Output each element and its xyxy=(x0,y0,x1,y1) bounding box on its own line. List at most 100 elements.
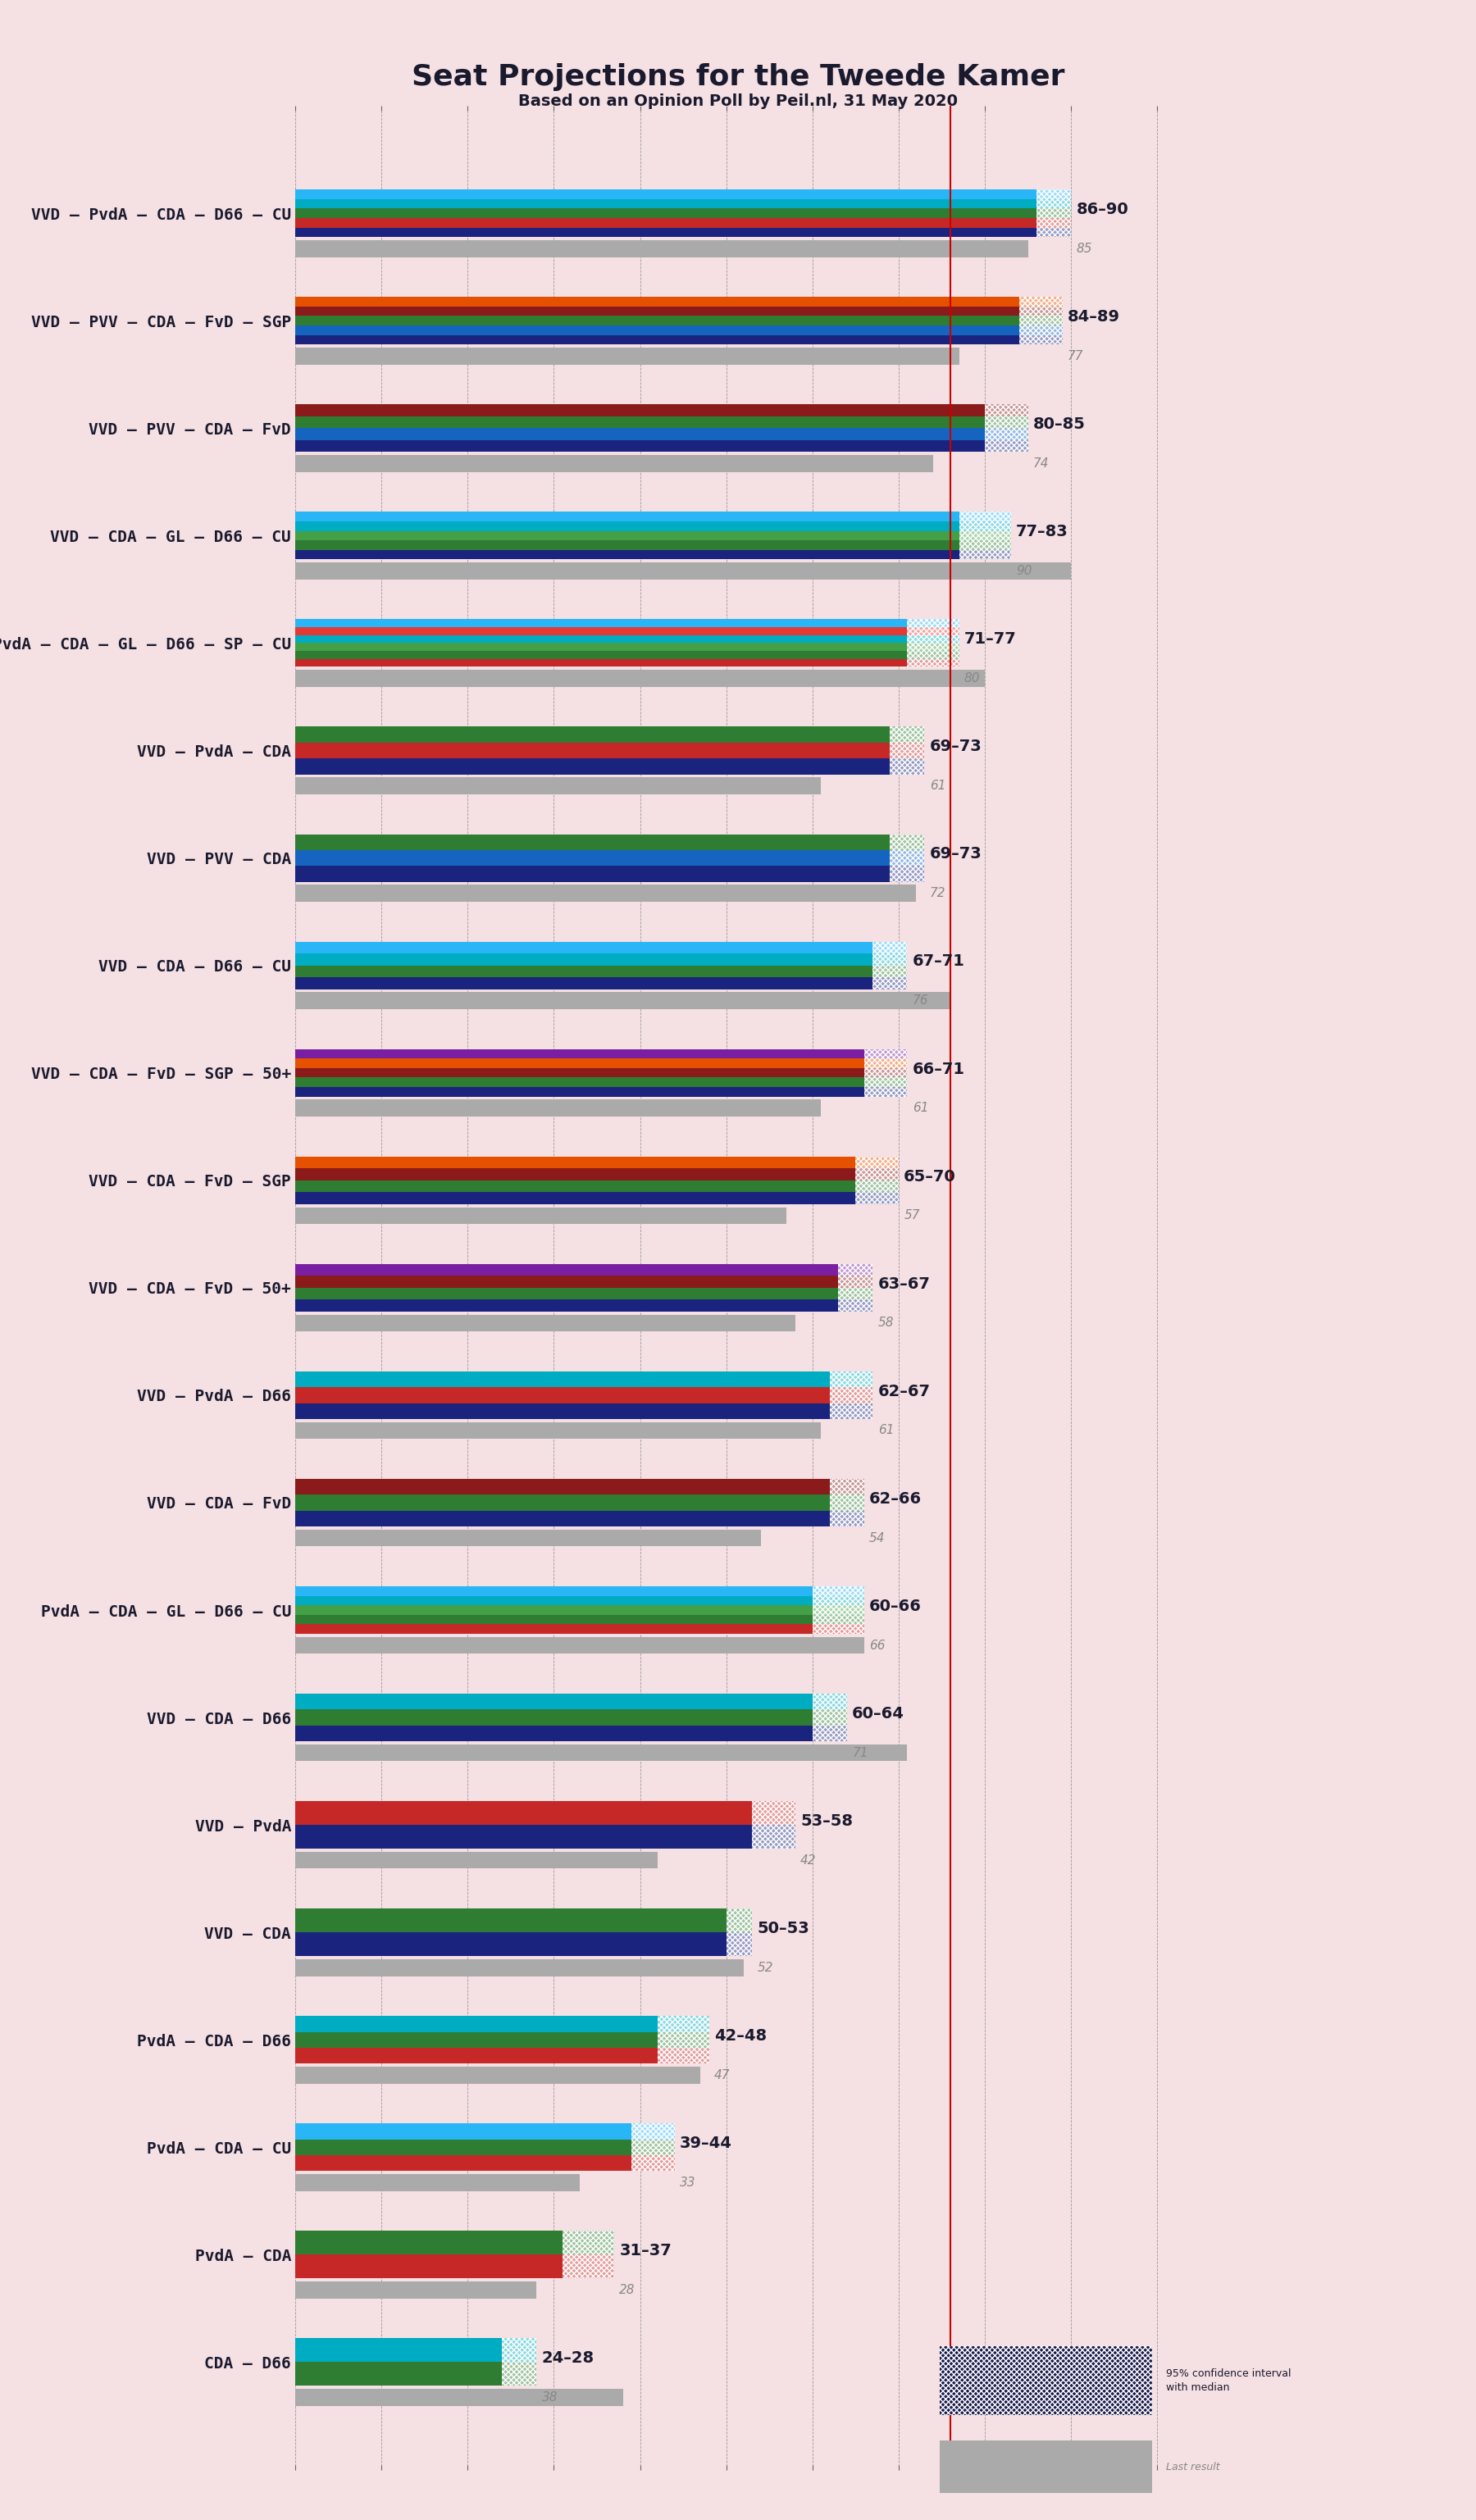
Bar xyxy=(753,1802,796,1850)
Text: 71–77: 71–77 xyxy=(964,633,1017,648)
Bar xyxy=(295,2230,614,2255)
Bar xyxy=(295,219,1072,227)
Bar xyxy=(295,2124,675,2139)
Bar xyxy=(295,1157,899,1169)
Bar xyxy=(295,1908,753,1933)
Bar xyxy=(295,335,1063,345)
Bar xyxy=(295,315,1063,325)
Bar xyxy=(562,2230,614,2278)
Text: 31–37: 31–37 xyxy=(620,2243,672,2258)
Bar xyxy=(295,2281,537,2298)
Bar xyxy=(295,1275,872,1288)
Bar xyxy=(908,620,959,668)
Text: 76: 76 xyxy=(912,995,928,1008)
Text: 80: 80 xyxy=(964,673,980,685)
Text: 86–90: 86–90 xyxy=(1076,202,1129,217)
Bar xyxy=(295,2031,708,2049)
Text: 42–48: 42–48 xyxy=(714,2029,766,2044)
Bar xyxy=(295,2155,675,2172)
Text: 71: 71 xyxy=(852,1746,868,1759)
Text: 54: 54 xyxy=(869,1532,886,1545)
Bar xyxy=(295,1404,872,1419)
Bar xyxy=(295,1300,872,1310)
Text: 84–89: 84–89 xyxy=(1067,310,1120,325)
Bar xyxy=(295,1265,872,1275)
Bar xyxy=(295,307,1063,315)
Bar xyxy=(632,2124,675,2172)
Text: Seat Projections for the Tweede Kamer: Seat Projections for the Tweede Kamer xyxy=(412,63,1064,91)
Bar xyxy=(908,620,959,668)
Text: 57: 57 xyxy=(903,1210,920,1222)
Text: 53–58: 53–58 xyxy=(800,1814,853,1830)
Bar xyxy=(856,1157,899,1205)
Text: 61: 61 xyxy=(930,779,946,791)
Bar xyxy=(295,539,1011,549)
Bar xyxy=(295,1852,657,1870)
Bar xyxy=(890,834,924,882)
Bar xyxy=(657,2016,708,2064)
Text: 42: 42 xyxy=(800,1855,816,1867)
Text: 24–28: 24–28 xyxy=(542,2351,595,2366)
Bar xyxy=(295,428,1027,441)
Bar xyxy=(295,1638,863,1653)
Text: 85: 85 xyxy=(1076,242,1092,255)
Bar xyxy=(863,1048,908,1096)
Text: 61: 61 xyxy=(912,1101,928,1114)
Bar xyxy=(632,2124,675,2172)
Bar xyxy=(295,1605,863,1615)
Text: 77–83: 77–83 xyxy=(1015,524,1069,539)
Bar xyxy=(830,1479,863,1527)
Text: 28: 28 xyxy=(620,2283,635,2296)
Text: 80–85: 80–85 xyxy=(1033,416,1085,431)
Bar xyxy=(753,1802,796,1850)
Bar xyxy=(295,2139,675,2155)
Bar xyxy=(295,1585,863,1595)
Bar xyxy=(295,776,821,794)
Bar xyxy=(295,239,1027,257)
Bar xyxy=(295,978,908,990)
Text: 74: 74 xyxy=(1033,456,1049,469)
Bar xyxy=(830,1371,872,1419)
Text: 69–73: 69–73 xyxy=(930,847,982,862)
Bar xyxy=(830,1371,872,1419)
Bar xyxy=(295,2016,708,2031)
Bar xyxy=(890,726,924,774)
Bar xyxy=(856,1157,899,1205)
Bar xyxy=(812,1693,847,1741)
Bar xyxy=(295,759,924,774)
Bar xyxy=(295,1744,908,1761)
Bar xyxy=(295,297,1063,307)
Text: 63–67: 63–67 xyxy=(878,1275,930,1293)
Bar xyxy=(295,1494,863,1509)
Bar xyxy=(295,441,1027,451)
Bar xyxy=(295,743,924,759)
Text: 33: 33 xyxy=(679,2177,695,2190)
Bar xyxy=(838,1265,872,1310)
Text: 52: 52 xyxy=(757,1961,773,1973)
Text: 62–67: 62–67 xyxy=(878,1383,930,1399)
Text: 38: 38 xyxy=(542,2391,558,2404)
Bar xyxy=(295,532,1011,539)
Bar xyxy=(295,1099,821,1116)
Bar xyxy=(657,2016,708,2064)
Bar xyxy=(812,1693,847,1741)
Bar xyxy=(295,1086,908,1096)
Bar xyxy=(295,2389,623,2407)
Bar xyxy=(295,942,908,953)
Bar xyxy=(812,1585,863,1633)
Bar xyxy=(295,1421,821,1439)
Bar xyxy=(295,1068,908,1079)
Text: 61: 61 xyxy=(878,1424,894,1436)
Text: 90: 90 xyxy=(1015,564,1032,577)
Bar xyxy=(295,627,959,635)
Bar xyxy=(1036,189,1072,237)
Bar xyxy=(830,1479,863,1527)
Bar xyxy=(295,456,933,471)
Bar xyxy=(295,1079,908,1086)
Bar xyxy=(295,620,959,627)
Bar xyxy=(726,1908,753,1956)
Text: 66: 66 xyxy=(869,1638,886,1651)
Bar xyxy=(295,1615,863,1625)
Bar xyxy=(295,867,924,882)
Bar xyxy=(295,1192,899,1205)
